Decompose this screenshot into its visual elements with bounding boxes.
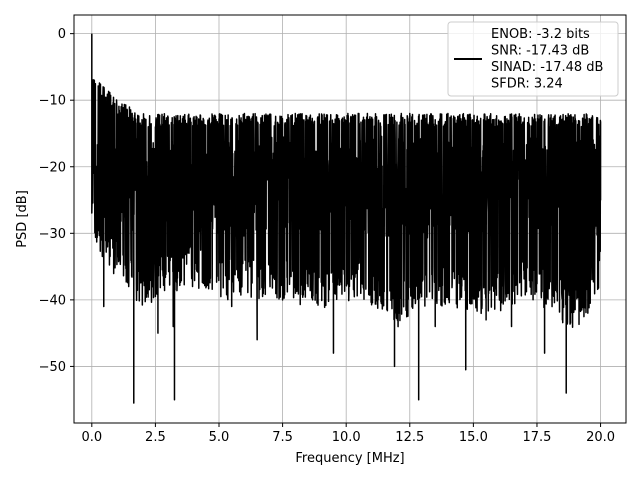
legend-line-snr: SNR: -17.43 dB [491, 44, 589, 59]
x-tick-label: 12.5 [395, 430, 424, 445]
x-tick-label: 7.5 [272, 430, 293, 445]
legend-line-sfdr: SFDR: 3.24 [491, 77, 563, 92]
x-tick-label: 17.5 [522, 430, 551, 445]
x-tick-label: 20.0 [586, 430, 615, 445]
psd-series-line [91, 33, 602, 404]
tick-layer: 0.0 2.5 5.0 7.5 10.0 12.5 15.0 17.5 20.0 0 −10 −20 −… [39, 27, 615, 445]
legend: ENOB: -3.2 bits SNR: -17.43 dB SINAD: -1… [447, 21, 619, 97]
x-tick-label: 15.0 [459, 430, 488, 445]
x-axis-label: Frequency [MHz] [295, 451, 404, 466]
legend-line-sinad: SINAD: -17.48 dB [491, 60, 603, 75]
legend-line-enob: ENOB: -3.2 bits [491, 27, 590, 42]
y-axis-label: PSD [dB] [15, 190, 30, 248]
x-tick-label: 2.5 [145, 430, 166, 445]
y-tick-label: −50 [39, 360, 66, 375]
y-tick-label: −20 [39, 160, 66, 175]
y-tick-label: −10 [39, 94, 66, 109]
data-layer [91, 33, 602, 404]
x-tick-label: 10.0 [332, 430, 361, 445]
x-tick-label: 5.0 [209, 430, 230, 445]
y-tick-label: −30 [39, 227, 66, 242]
y-tick-label: 0 [58, 27, 66, 42]
y-tick-label: −40 [39, 293, 66, 308]
legend-box [447, 21, 619, 97]
x-tick-label: 0.0 [81, 430, 102, 445]
plot-frame [73, 14, 627, 424]
